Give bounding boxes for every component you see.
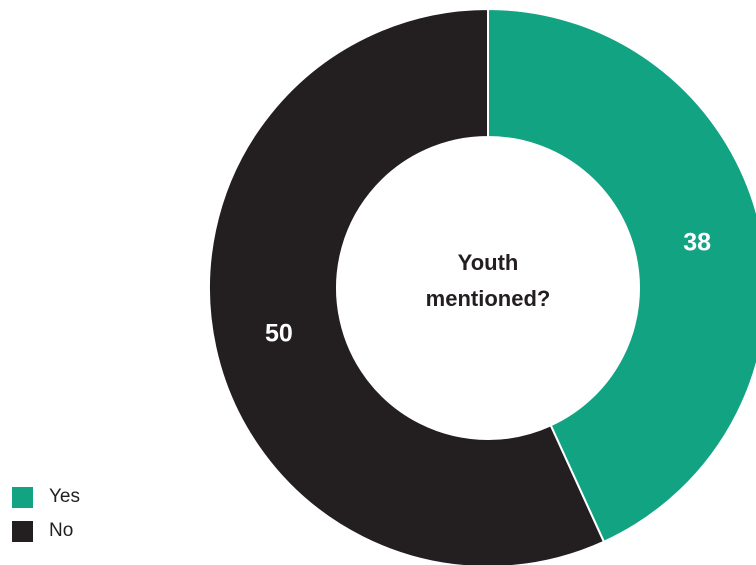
donut-slices	[208, 7, 756, 565]
slice-yes	[487, 7, 756, 544]
slice-label-no: 50	[265, 319, 293, 347]
legend-item-yes: Yes	[12, 486, 80, 508]
legend-label-no: No	[49, 520, 74, 541]
legend-swatch-no	[12, 520, 33, 542]
chart-title: Youth mentioned?	[426, 250, 551, 311]
legend-swatch-yes	[12, 486, 33, 508]
legend-label-yes: Yes	[49, 486, 80, 507]
slice-label-yes: 38	[683, 229, 711, 257]
legend-item-no: No	[12, 520, 80, 542]
slice-labels: 38 50	[265, 229, 711, 348]
slice-no	[208, 7, 606, 565]
legend: Yes No	[12, 486, 80, 554]
